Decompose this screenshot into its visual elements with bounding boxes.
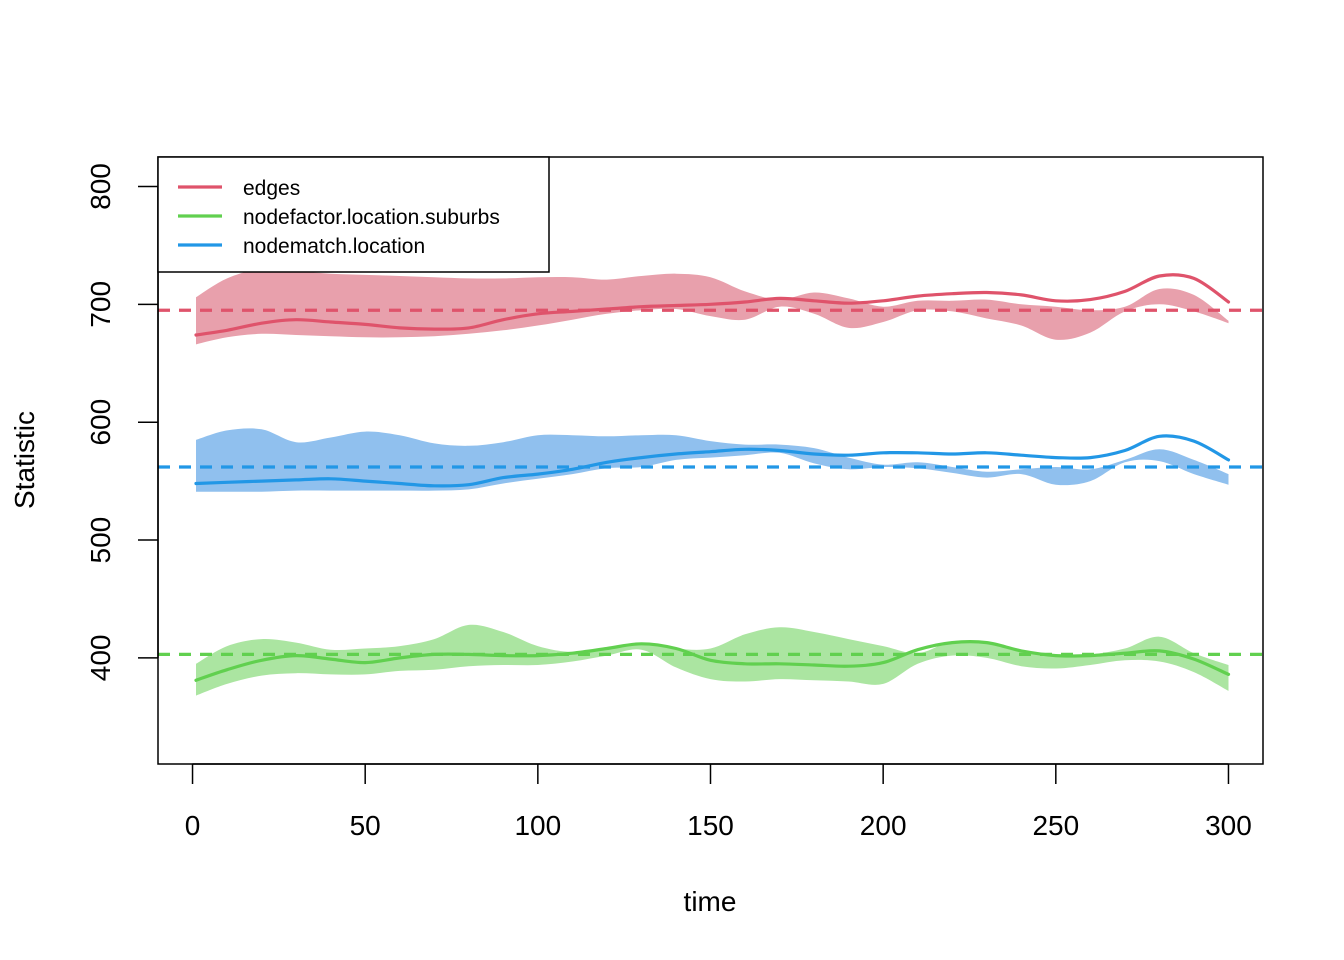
x-tick-label: 150	[687, 810, 734, 841]
legend-label: nodefactor.location.suburbs	[243, 206, 500, 229]
x-tick-label: 100	[514, 810, 561, 841]
legend-label: edges	[243, 177, 300, 200]
series-1-mean-line	[194, 273, 1231, 337]
y-tick-label: 500	[85, 517, 116, 564]
y-axis-label: Statistic	[9, 411, 40, 509]
series-1-band	[196, 268, 1229, 345]
x-tick-label: 200	[860, 810, 907, 841]
series-3-mean-line	[194, 434, 1231, 488]
legend: edges nodefactor.location.suburbs nodematc…	[157, 156, 550, 273]
series-2-mean-line	[194, 640, 1231, 682]
x-axis: 0 50 100 150 200 250 300	[185, 763, 1252, 841]
legend-box	[157, 156, 550, 273]
x-tick-label: 0	[185, 810, 201, 841]
x-axis-label: time	[684, 886, 737, 917]
y-tick-label: 400	[85, 635, 116, 682]
y-tick-label: 800	[85, 163, 116, 210]
mean-lines	[194, 273, 1231, 682]
y-tick-label: 600	[85, 399, 116, 446]
legend-label: nodematch.location	[243, 235, 425, 258]
target-lines	[158, 308, 1263, 656]
x-tick-label: 300	[1205, 810, 1252, 841]
x-tick-label: 250	[1032, 810, 1079, 841]
y-tick-label: 700	[85, 281, 116, 328]
x-tick-label: 50	[350, 810, 381, 841]
series-3-band	[196, 428, 1229, 492]
